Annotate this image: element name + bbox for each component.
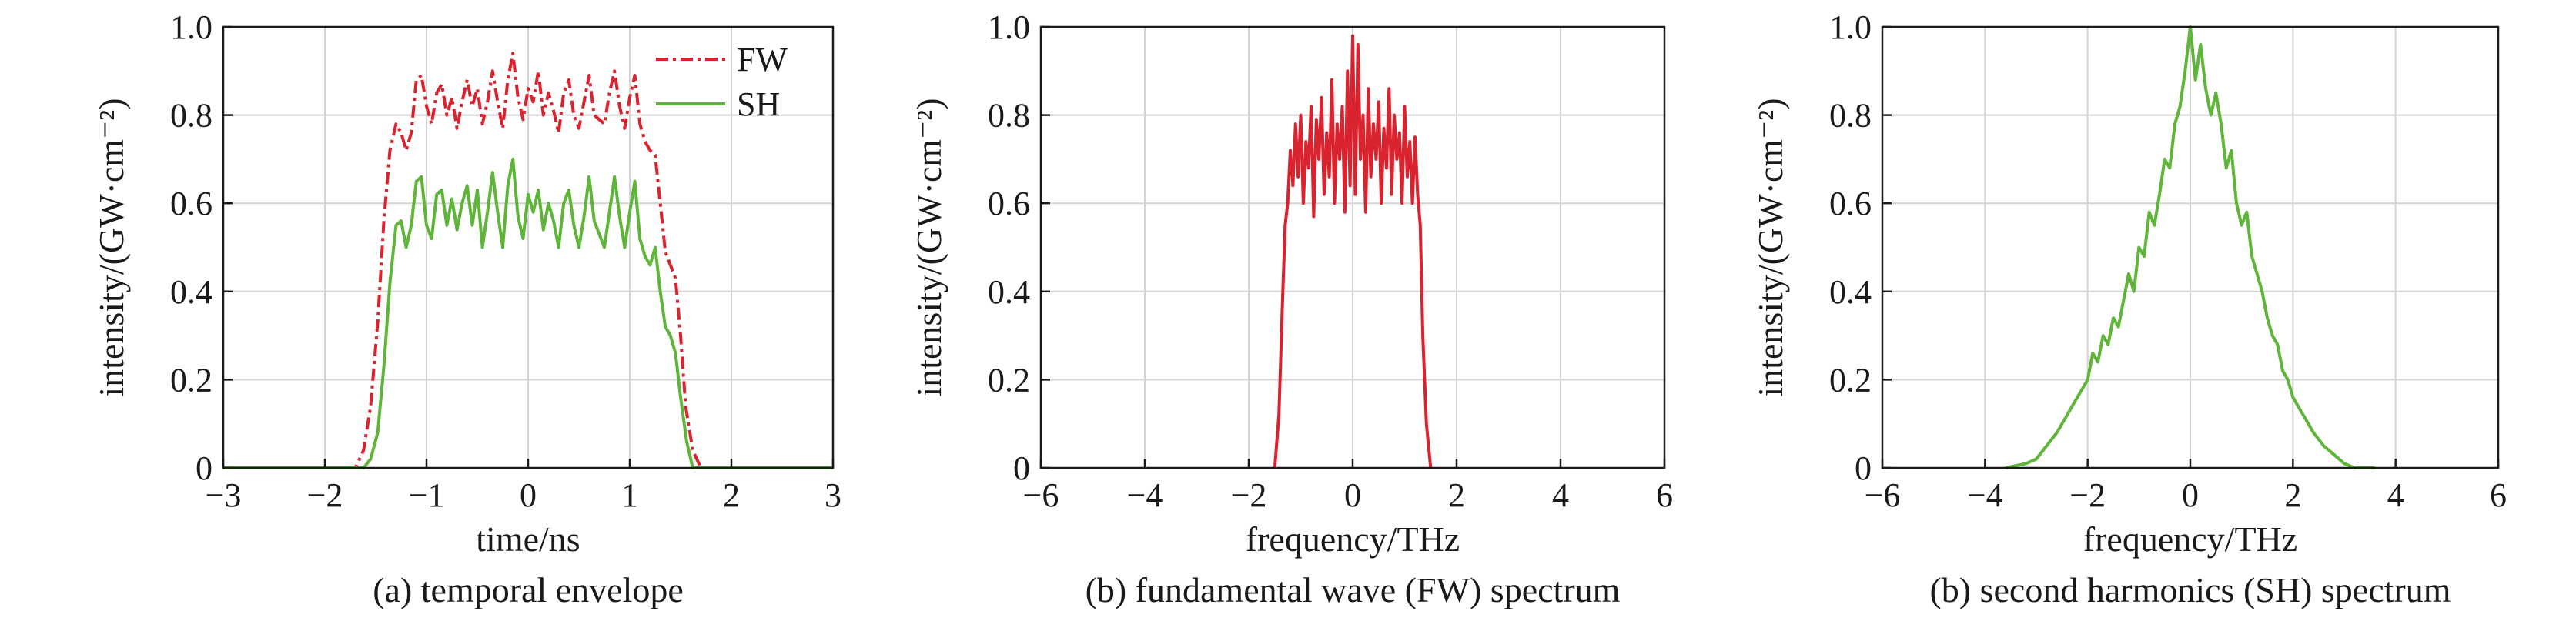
y-tick-label: 0.8 xyxy=(988,97,1030,135)
y-tick-label: 1.0 xyxy=(1829,8,1872,46)
x-tick-label: −4 xyxy=(1127,476,1163,514)
grid-lines xyxy=(1041,27,1664,468)
y-tick-label: 0.8 xyxy=(170,97,212,135)
y-tick-label: 0 xyxy=(196,449,212,487)
x-tick-label: 0 xyxy=(520,476,537,514)
panel-caption: (a) temporal envelope xyxy=(373,570,684,609)
x-tick-label: −1 xyxy=(409,476,445,514)
panel-caption: (b) second harmonics (SH) spectrum xyxy=(1929,570,2451,609)
legend-label-fw: FW xyxy=(737,41,788,78)
y-tick-label: 0 xyxy=(1855,449,1872,487)
legend: FW SH xyxy=(656,41,788,123)
y-tick-label: 1.0 xyxy=(988,8,1030,46)
y-tick-label: 0.2 xyxy=(988,361,1030,399)
x-tick-label: 2 xyxy=(723,476,740,514)
x-tick-label: −6 xyxy=(1865,476,1901,514)
y-axis-title: intensity/(GW·cm⁻²) xyxy=(92,98,131,396)
y-tick-label: 0.2 xyxy=(1829,361,1872,399)
series-line-fw xyxy=(223,52,833,469)
y-tick-label: 0.6 xyxy=(988,185,1030,222)
x-tick-label: −6 xyxy=(1023,476,1059,514)
x-tick-label: 1 xyxy=(621,476,638,514)
x-tick-label: 2 xyxy=(1448,476,1465,514)
y-tick-label: 0.6 xyxy=(1829,185,1872,222)
x-tick-label: 3 xyxy=(825,476,841,514)
y-tick-label: 0.2 xyxy=(170,361,212,399)
x-tick-label: 6 xyxy=(1656,476,1673,514)
y-tick-label: 0.4 xyxy=(170,273,212,311)
x-axis-title: frequency/THz xyxy=(2083,519,2297,559)
chart-panel-1: −3 −2 −1 0 1 2 3 0 0.2 0.4 0.6 0.8 1.0 time/ns intensi… xyxy=(92,8,841,609)
y-tick-label: 0 xyxy=(1013,449,1030,487)
x-tick-label: 4 xyxy=(1552,476,1569,514)
x-tick-label: 2 xyxy=(2284,476,2301,514)
y-tick-label: 0.4 xyxy=(988,273,1030,311)
y-tick-label: 0.8 xyxy=(1829,97,1872,135)
chart-panel-2: −6 −4 −2 0 2 4 6 0 0.2 0.4 0.6 0.8 1.0 frequency/THz i… xyxy=(909,8,1673,609)
series-line-fw xyxy=(1273,34,1433,469)
x-tick-label: 4 xyxy=(2387,476,2404,514)
y-tick-label: 1.0 xyxy=(170,8,212,46)
x-tick-label: −2 xyxy=(2069,476,2106,514)
y-tick-label: 0.6 xyxy=(170,185,212,222)
x-tick-label: −2 xyxy=(1231,476,1267,514)
y-tick-label: 0.4 xyxy=(1829,273,1872,311)
x-tick-label: −3 xyxy=(206,476,242,514)
y-axis-title: intensity/(GW·cm⁻²) xyxy=(909,98,948,396)
y-axis-title: intensity/(GW·cm⁻²) xyxy=(1751,98,1790,396)
x-axis-title: time/ns xyxy=(476,519,580,559)
x-tick-label: 6 xyxy=(2490,476,2507,514)
legend-label-sh: SH xyxy=(737,85,780,123)
chart-panel-3: −6 −4 −2 0 2 4 6 0 0.2 0.4 0.6 0.8 1.0 frequency/THz i… xyxy=(1751,8,2507,609)
x-tick-label: −2 xyxy=(307,476,343,514)
grid-lines xyxy=(1882,27,2498,468)
x-tick-label: 0 xyxy=(1344,476,1361,514)
x-axis-title: frequency/THz xyxy=(1246,519,1460,559)
panel-caption: (b) fundamental wave (FW) spectrum xyxy=(1086,570,1621,609)
series-line-sh xyxy=(223,157,833,469)
x-tick-label: −4 xyxy=(1967,476,2003,514)
x-tick-label: 0 xyxy=(2182,476,2199,514)
